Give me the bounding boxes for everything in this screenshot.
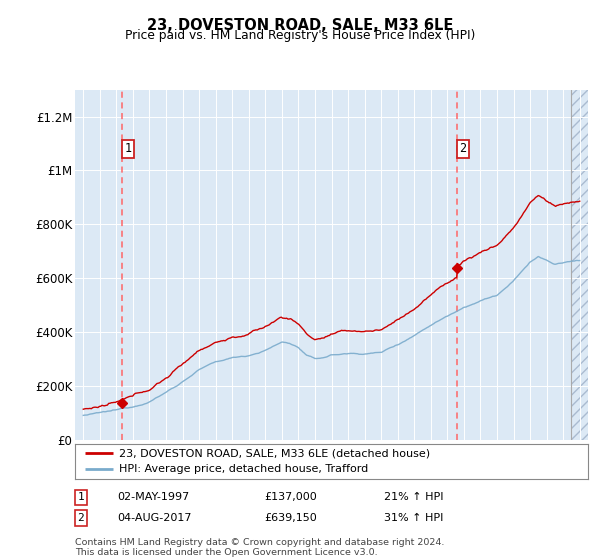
Text: 02-MAY-1997: 02-MAY-1997 — [117, 492, 189, 502]
Text: 1: 1 — [77, 492, 85, 502]
Text: £137,000: £137,000 — [264, 492, 317, 502]
Bar — [571, 90, 592, 440]
Text: 1: 1 — [124, 142, 131, 155]
Text: 04-AUG-2017: 04-AUG-2017 — [117, 513, 191, 523]
Text: 23, DOVESTON ROAD, SALE, M33 6LE (detached house): 23, DOVESTON ROAD, SALE, M33 6LE (detach… — [119, 449, 430, 459]
Text: 23, DOVESTON ROAD, SALE, M33 6LE: 23, DOVESTON ROAD, SALE, M33 6LE — [147, 18, 453, 34]
Text: 2: 2 — [460, 142, 467, 155]
Text: £639,150: £639,150 — [264, 513, 317, 523]
Text: Price paid vs. HM Land Registry's House Price Index (HPI): Price paid vs. HM Land Registry's House … — [125, 29, 475, 42]
Bar — [571, 90, 592, 440]
Text: Contains HM Land Registry data © Crown copyright and database right 2024.
This d: Contains HM Land Registry data © Crown c… — [75, 538, 445, 557]
Text: 2: 2 — [77, 513, 85, 523]
Text: HPI: Average price, detached house, Trafford: HPI: Average price, detached house, Traf… — [119, 464, 368, 474]
Text: 31% ↑ HPI: 31% ↑ HPI — [384, 513, 443, 523]
Text: 21% ↑ HPI: 21% ↑ HPI — [384, 492, 443, 502]
